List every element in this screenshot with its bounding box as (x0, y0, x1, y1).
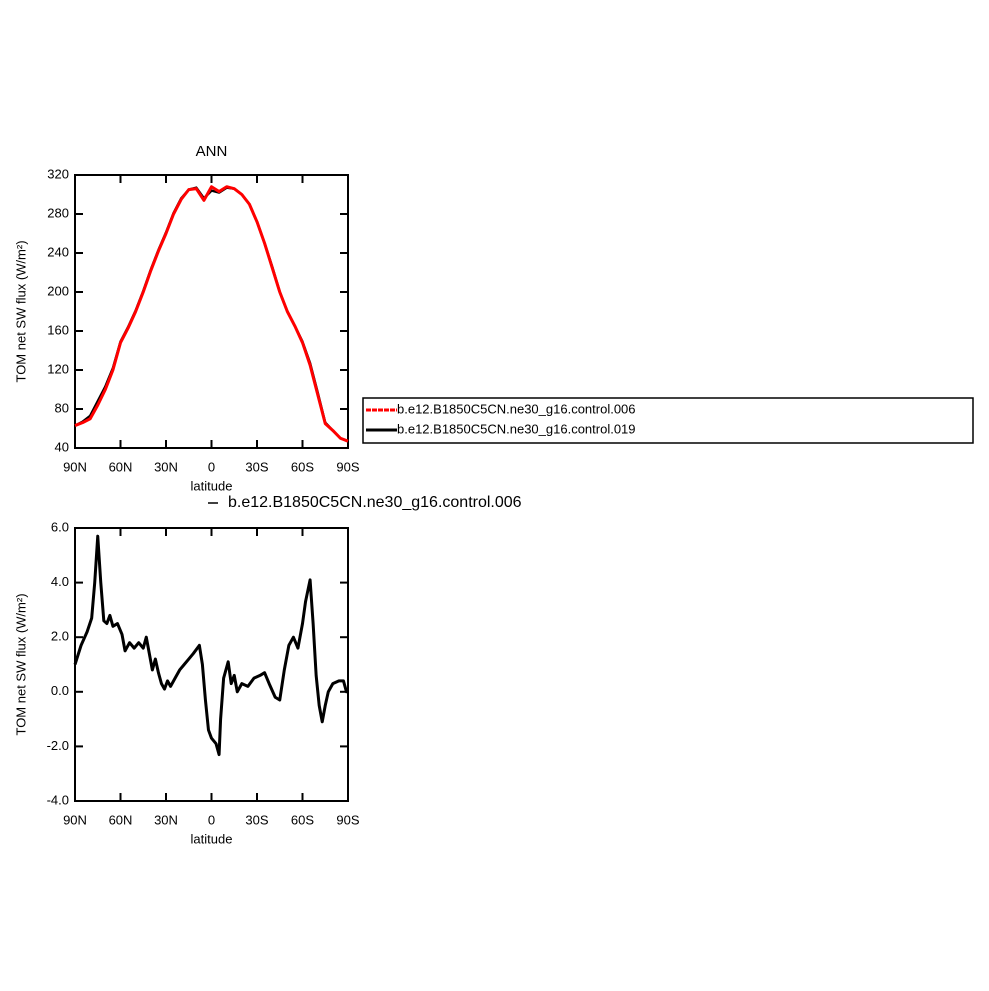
y-tick-label: 6.0 (51, 519, 69, 534)
legend-label: b.e12.B1850C5CN.ne30_g16.control.019 (397, 421, 636, 436)
plot-frame (74, 527, 349, 802)
y-tick-label: 40 (55, 439, 69, 454)
x-tick-label: 0 (208, 812, 215, 827)
x-tick-label: 0 (208, 459, 215, 474)
legend-label: b.e12.B1850C5CN.ne30_g16.control.006 (397, 401, 636, 416)
x-tick-label: 60N (109, 459, 133, 474)
plot-frame (74, 174, 349, 449)
x-tick-label: 30N (154, 459, 178, 474)
x-tick-label: 30S (245, 812, 268, 827)
x-tick-label: 60S (291, 812, 314, 827)
x-axis-label: latitude (191, 831, 233, 846)
series-line (74, 185, 349, 443)
series-line (74, 186, 349, 443)
x-tick-label: 90S (336, 459, 359, 474)
x-axis-label: latitude (191, 478, 233, 493)
y-tick-label: 2.0 (51, 629, 69, 644)
y-tick-label: 80 (55, 400, 69, 415)
y-tick-label: 280 (47, 205, 69, 220)
x-tick-label: 60S (291, 459, 314, 474)
x-tick-label: 90S (336, 812, 359, 827)
y-tick-label: 320 (47, 166, 69, 181)
y-tick-label: -4.0 (47, 792, 69, 807)
x-tick-label: 30N (154, 812, 178, 827)
y-tick-label: -2.0 (47, 738, 69, 753)
legend-box (362, 397, 974, 444)
y-tick-label: 160 (47, 322, 69, 337)
legend-label: b.e12.B1850C5CN.ne30_g16.control.006 (228, 494, 522, 511)
y-axis-label: TOM net SW flux (W/m²) (13, 593, 28, 735)
y-tick-label: 240 (47, 244, 69, 259)
y-axis-label: TOM net SW flux (W/m²) (13, 240, 28, 382)
series-line (73, 534, 348, 757)
x-tick-label: 60N (109, 812, 133, 827)
y-tick-label: 0.0 (51, 683, 69, 698)
chart-title: ANN (196, 143, 228, 160)
x-tick-label: 30S (245, 459, 268, 474)
y-tick-label: 200 (47, 283, 69, 298)
y-tick-label: 120 (47, 361, 69, 376)
x-tick-label: 90N (63, 459, 87, 474)
y-tick-label: 4.0 (51, 574, 69, 589)
x-tick-label: 90N (63, 812, 87, 827)
